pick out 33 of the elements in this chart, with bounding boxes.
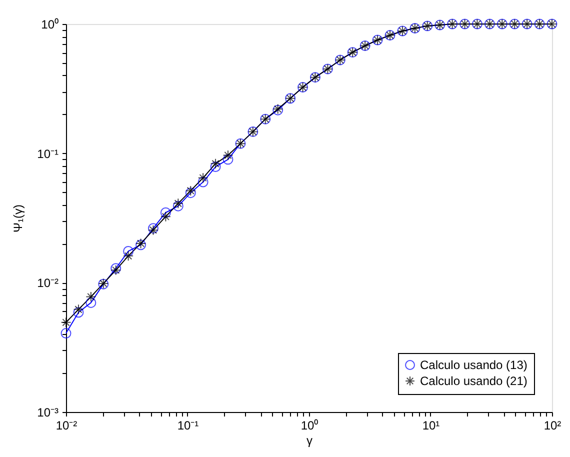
point <box>198 176 208 188</box>
y-tick-label: 10⁰ <box>41 18 58 32</box>
y-tick-label: 10⁻³ <box>37 406 59 420</box>
x-tick-label: 10⁻¹ <box>177 418 199 432</box>
x-tick-label: 10⁰ <box>300 418 318 432</box>
point <box>185 185 196 196</box>
point <box>123 250 134 262</box>
y-tick-label: 10⁻¹ <box>37 146 59 161</box>
point <box>210 162 221 172</box>
y-axis-title: Ψ₁(γ) <box>11 204 26 233</box>
point <box>73 304 84 315</box>
legend-label: Calculo usando (21) <box>420 374 528 388</box>
point <box>86 292 96 302</box>
point <box>172 200 184 212</box>
point <box>222 154 234 165</box>
point <box>185 188 196 198</box>
point <box>210 158 221 169</box>
x-tick-label: 10¹ <box>422 418 440 432</box>
point <box>172 198 184 209</box>
point <box>86 297 96 308</box>
legend-label: Calculo usando (13) <box>420 358 528 372</box>
point <box>160 211 171 222</box>
x-tick-label: 10² <box>544 418 562 432</box>
x-tick-label: 10⁻² <box>56 418 78 432</box>
point <box>160 207 171 218</box>
point <box>73 307 84 318</box>
point <box>222 150 234 161</box>
point <box>60 328 72 339</box>
point <box>198 172 208 184</box>
y-tick-label: 10⁻² <box>37 276 59 290</box>
x-axis-title: γ <box>306 434 312 448</box>
point <box>60 317 72 328</box>
point <box>123 246 134 256</box>
